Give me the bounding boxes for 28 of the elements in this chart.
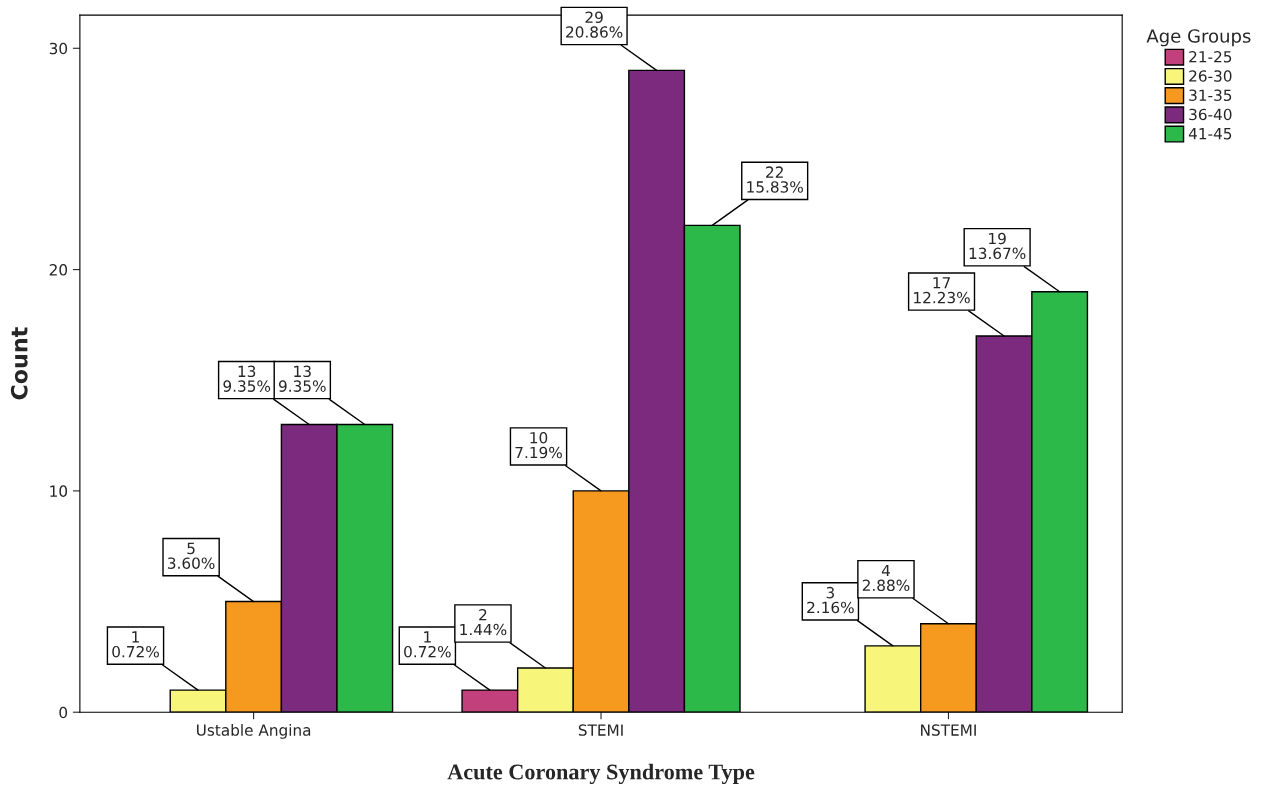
data-label: 3 2.16% bbox=[807, 586, 854, 614]
data-label: 22 15.83% bbox=[747, 166, 803, 193]
y-tick-label: 10 bbox=[50, 485, 68, 497]
legend-label: 21-25 bbox=[1189, 51, 1232, 63]
legend-label: 31-35 bbox=[1189, 89, 1232, 102]
legend-label: 41-45 bbox=[1188, 128, 1232, 140]
y-tick-label: 0 bbox=[59, 706, 68, 719]
data-label: 1 0.72% bbox=[404, 631, 451, 658]
y-tick-label: 20 bbox=[49, 264, 68, 276]
data-label: 4 2.88% bbox=[862, 564, 910, 592]
data-label: 19 13.67% bbox=[969, 232, 1026, 260]
data-label: 29 20.86% bbox=[566, 11, 623, 38]
y-axis-title: Count bbox=[10, 327, 28, 400]
data-label: 1 0.72% bbox=[112, 631, 159, 658]
legend-label: 36-40 bbox=[1189, 108, 1232, 121]
data-label: 10 7.19% bbox=[515, 431, 562, 459]
data-label: 13 9.35% bbox=[278, 365, 326, 392]
data-label: 13 9.35% bbox=[223, 365, 271, 392]
y-tick-label: 30 bbox=[49, 42, 68, 55]
legend-label: 26-30 bbox=[1189, 70, 1232, 82]
x-axis-title: Acute Coronary Syndrome Type bbox=[447, 763, 755, 785]
data-label: 2 1.44% bbox=[460, 608, 507, 636]
data-label: 5 3.60% bbox=[168, 542, 215, 569]
data-label: 17 12.23% bbox=[914, 277, 970, 304]
x-tick-label: NSTEMI bbox=[921, 724, 976, 736]
x-tick-label: Ustable Angina bbox=[197, 724, 311, 739]
x-tick-label: STEMI bbox=[578, 724, 623, 736]
legend-title: Age Groups bbox=[1146, 29, 1251, 47]
